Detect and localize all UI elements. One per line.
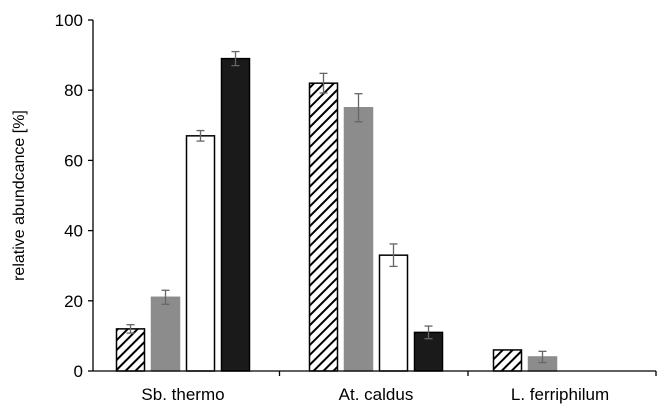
x-category-label: L. ferriphilum (511, 385, 609, 404)
bar-hatched-2 (492, 349, 523, 372)
x-category-label: Sb. thermo (141, 385, 224, 404)
y-axis-title: relative abundcance [%] (11, 110, 28, 281)
axes-layer (88, 19, 657, 376)
y-tick-label: 0 (74, 362, 83, 381)
bar-hatched-1 (308, 82, 339, 372)
bar-white-1 (378, 254, 409, 372)
y-tick-label: 40 (64, 222, 83, 241)
labels-layer: 0 20 40 60 80 100 Sb. thermo At. caldus L. ferri… (55, 11, 610, 404)
bar-white-0 (185, 135, 216, 372)
y-tick-label: 20 (64, 292, 83, 311)
bar-gray-1 (343, 107, 374, 372)
bar-gray-0 (150, 296, 181, 372)
error-bars-layer (126, 50, 547, 364)
bars-layer (115, 57, 558, 372)
y-tick-label: 80 (64, 81, 83, 100)
y-tick-label: 100 (55, 11, 83, 30)
bar-hatched-0 (115, 328, 146, 372)
x-category-label: At. caldus (339, 385, 414, 404)
y-tick-label: 60 (64, 151, 83, 170)
bar-black-0 (220, 57, 251, 372)
